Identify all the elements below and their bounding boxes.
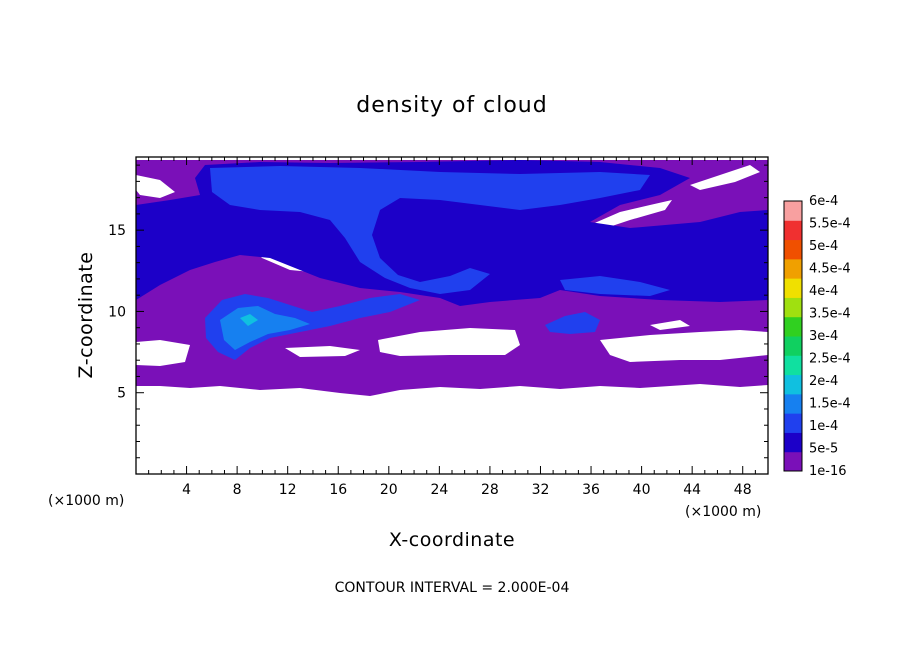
x-tick-label: 32 [532,482,550,498]
x-tick-label: 36 [582,482,600,498]
x-tick-label: 16 [329,482,347,498]
x-tick-label: 44 [683,482,701,498]
x-tick-label: 24 [430,482,448,498]
colorbar-swatch [784,239,802,260]
colorbar-label: 3.5e-4 [809,307,851,322]
x-tick-label: 12 [279,482,297,498]
y-tick-label: 15 [108,223,126,239]
colorbar-swatch [784,393,802,414]
y-axis-ticks: 5 10 15 [108,164,768,459]
region-level-2 [210,166,650,294]
density-field [136,160,768,396]
colorbar-label: 6e-4 [809,194,838,209]
colorbar-swatch [784,451,802,472]
colorbar-label: 4e-4 [809,284,838,299]
x-tick-label: 8 [233,482,242,498]
colorbar-swatch [784,355,802,376]
x-tick-label: 28 [481,482,499,498]
colorbar-swatch [784,374,802,395]
colorbar: 1e-16 5e-5 1e-4 1.5e-4 2e-4 2.5e-4 3e-4 3.5e-4 4… [783,194,851,479]
y-axis-label: Z-coordinate [75,252,97,379]
colorbar-label: 5e-5 [809,442,838,457]
x-unit-label-right: (×1000 m) [685,504,761,520]
chart-title: density of cloud [356,93,547,118]
x-tick-label: 48 [734,482,752,498]
y-tick-label: 10 [108,304,126,320]
contour-interval-note: CONTOUR INTERVAL = 2.000E-04 [335,580,570,596]
x-tick-label: 40 [633,482,651,498]
y-tick-label: 5 [117,386,126,402]
colorbar-frame [783,200,803,472]
colorbar-label: 3e-4 [809,329,838,344]
colorbar-label: 2e-4 [809,374,838,389]
colorbar-label: 1e-4 [809,419,838,434]
colorbar-swatch [784,278,802,298]
x-tick-label: 20 [380,482,398,498]
colorbar-label: 5e-4 [809,239,838,254]
colorbar-swatch [784,413,802,433]
colorbar-swatch [784,336,802,356]
region-level-2-right [560,276,670,296]
colorbar-swatch [784,220,802,241]
x-axis-label: X-coordinate [389,529,515,551]
colorbar-label: 4.5e-4 [809,262,851,277]
x-tick-label: 4 [182,482,191,498]
region-level-2-mid [545,312,600,334]
colorbar-swatch [784,316,802,337]
colorbar-label: 5.5e-4 [809,217,851,232]
x-unit-label-left: (×1000 m) [48,493,124,509]
region-level-3-small [240,314,258,326]
colorbar-label: 1.5e-4 [809,397,851,412]
colorbar-label: 2.5e-4 [809,352,851,367]
colorbar-swatch [784,258,802,279]
x-axis-ticks: 4 8 12 16 20 24 28 32 36 40 44 48 [148,157,756,498]
colorbar-swatch [784,201,802,221]
colorbar-swatch [784,432,802,453]
colorbar-swatch [784,297,802,318]
colorbar-label: 1e-16 [809,464,847,479]
